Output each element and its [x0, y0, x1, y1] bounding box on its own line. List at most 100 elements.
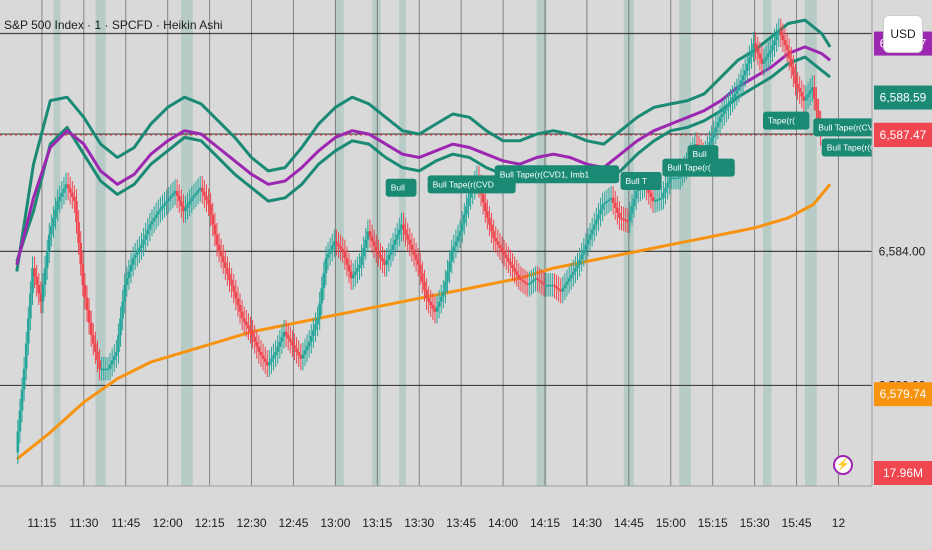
candle-body — [561, 288, 565, 292]
candle-body — [186, 204, 189, 208]
highlight-band — [53, 0, 61, 486]
candle-body — [632, 198, 636, 207]
candle-body — [674, 177, 678, 180]
candle-body — [353, 271, 357, 275]
highlight-band — [335, 0, 344, 486]
candle-body — [45, 251, 49, 269]
lightning-icon[interactable]: ⚡ — [833, 455, 853, 475]
time-axis[interactable]: 11:15 11:30 11:45 12:00 12:15 12:30 12:45 13:00… — [27, 516, 845, 530]
candle-body — [104, 368, 108, 371]
candle-body — [219, 250, 223, 257]
candle-body — [452, 246, 456, 252]
candle-body — [368, 231, 372, 237]
candle-body — [616, 207, 619, 213]
candle-body — [758, 53, 762, 59]
candle-body — [16, 431, 20, 453]
candle-body — [274, 351, 277, 356]
tape-annotation-box — [662, 158, 735, 177]
candle-body — [756, 48, 760, 54]
candle-body — [769, 50, 772, 54]
candle-body — [33, 268, 36, 277]
candle-body — [634, 191, 638, 199]
candle-body — [481, 194, 485, 203]
candle-body — [498, 244, 502, 249]
currency-button[interactable]: USD — [883, 15, 923, 53]
candle-body — [316, 318, 319, 325]
candle-body — [240, 311, 244, 319]
candle-body — [651, 196, 655, 202]
candle-body — [209, 204, 212, 215]
highlight-band — [536, 0, 547, 486]
candle-body — [284, 331, 288, 336]
tape-annotation-label: Bull Tape(r(CVD — [433, 179, 494, 189]
candle-body — [555, 286, 558, 289]
candle-body — [217, 244, 221, 251]
candle-body — [519, 278, 523, 280]
candle-body — [718, 117, 722, 123]
candle-body — [192, 195, 196, 198]
candle-body — [416, 259, 420, 265]
candle-body — [817, 110, 820, 123]
candle-body — [534, 278, 537, 280]
candle-body — [135, 251, 139, 255]
candle-body — [41, 284, 45, 302]
candle-body — [622, 218, 625, 221]
candle-body — [462, 214, 466, 223]
time-tick-label: 11:30 — [69, 516, 98, 530]
candle-body — [567, 278, 571, 282]
candle-body — [538, 279, 542, 282]
tape-annotation-box — [687, 145, 719, 164]
candle-body — [442, 291, 445, 297]
candle-body — [515, 271, 519, 275]
candle-body — [664, 187, 667, 193]
time-tick-label: 12:30 — [237, 516, 267, 530]
time-tick-label: 12 — [832, 516, 846, 530]
candle-body — [224, 262, 227, 269]
candle-body — [156, 211, 160, 215]
time-tick-label: 14:15 — [530, 516, 560, 530]
candle-body — [400, 224, 403, 230]
tape-annotation-box — [427, 175, 516, 194]
candle-body — [789, 58, 793, 68]
candle-body — [87, 310, 91, 323]
candle-body — [532, 279, 535, 282]
candle-body — [624, 219, 628, 222]
candle-body — [71, 192, 74, 197]
candle-body — [35, 276, 38, 285]
candle-body — [58, 196, 62, 202]
time-tick-label: 11:15 — [27, 516, 56, 530]
candle-body — [236, 298, 240, 306]
candle-body — [121, 301, 124, 319]
candle-body — [205, 196, 208, 201]
candle-body — [548, 284, 552, 287]
candle-body — [324, 258, 328, 274]
candle-body — [198, 187, 202, 191]
candle-body — [618, 212, 621, 218]
candle-body — [576, 264, 579, 269]
candle-body — [299, 355, 303, 359]
candle-body — [207, 200, 210, 205]
candle-body — [144, 234, 147, 240]
series — [15, 18, 832, 465]
candle-body — [20, 389, 24, 411]
candle-body — [52, 217, 55, 227]
candle-body — [129, 264, 133, 272]
candle-body — [50, 226, 53, 235]
candle-body — [96, 351, 99, 361]
candle-body — [303, 350, 307, 355]
candle-body — [559, 289, 563, 292]
candle-body — [553, 284, 556, 287]
candle-body — [398, 229, 401, 235]
chart-title: S&P 500 Index · 1 · SPCFD · Heikin Ashi — [4, 18, 223, 32]
candle-body — [708, 142, 711, 148]
candle-body — [232, 285, 236, 292]
candle-body — [297, 351, 301, 356]
candle-body — [578, 259, 581, 265]
candle-body — [68, 188, 72, 193]
candle-body — [628, 213, 632, 222]
candle-body — [741, 75, 745, 81]
candle-body — [140, 244, 143, 249]
candle-body — [750, 50, 753, 57]
candle-body — [333, 241, 336, 246]
